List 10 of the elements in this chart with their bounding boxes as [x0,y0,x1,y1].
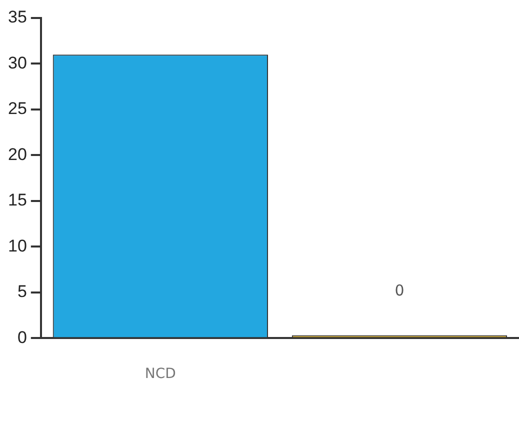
y-tick-label: 10 [8,236,27,256]
y-tick-label: 35 [8,8,27,27]
x-tick-label: NCD [144,366,176,382]
y-tick-label: 15 [8,190,27,210]
data-label: 0 [394,282,404,300]
y-tick-label: 5 [17,282,27,302]
y-tick-label: 30 [8,53,27,72]
y-tick-label: 0 [17,328,27,347]
y-tick-label: 20 [8,144,27,164]
y-tick-label: 25 [8,99,27,118]
